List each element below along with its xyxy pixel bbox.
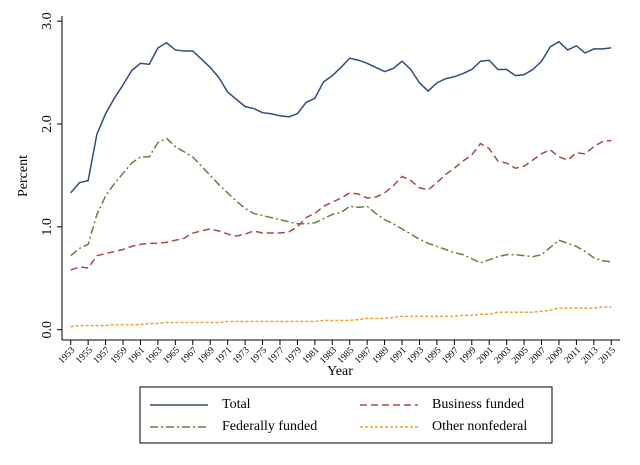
x-tick-label: 1965 (162, 345, 183, 366)
legend-label: Total (222, 397, 251, 412)
x-tick-label: 1977 (266, 345, 287, 366)
series-line (70, 306, 612, 328)
x-tick-label: 1975 (249, 345, 270, 366)
x-tick-label: 1971 (214, 345, 235, 366)
x-tick-label: 1983 (318, 345, 339, 366)
legend-label: Other nonfederal (432, 419, 527, 434)
x-tick-label: 1969 (196, 345, 217, 366)
legend-box (139, 386, 553, 444)
x-tick-label: 1989 (371, 345, 392, 366)
y-tick-label: 3.0 (40, 12, 55, 30)
x-tick-label: 2009 (545, 345, 566, 366)
x-tick-label: 1973 (231, 345, 252, 366)
legend-label: Business funded (432, 397, 524, 412)
x-tick-label: 1955 (74, 345, 95, 366)
x-tick-label: 1995 (423, 345, 444, 366)
series-line (70, 137, 612, 264)
x-tick-label: 1987 (353, 345, 374, 366)
y-tick-label: 1.0 (40, 218, 55, 236)
y-axis-label: Percent (16, 155, 31, 197)
y-tick-label: 2.0 (40, 115, 55, 133)
x-tick-label: 1953 (57, 345, 78, 366)
x-tick-label: 2013 (580, 345, 601, 366)
x-tick-label: 2001 (475, 345, 496, 366)
x-tick-label: 1961 (127, 345, 148, 366)
x-tick-label: 1999 (458, 345, 479, 366)
series-line (70, 139, 612, 271)
x-tick-label: 1957 (92, 345, 113, 366)
x-tick-label: 1981 (301, 345, 322, 366)
x-tick-label: 1985 (336, 345, 357, 366)
x-tick-label: 1959 (109, 345, 130, 366)
x-tick-label: 1993 (406, 345, 427, 366)
y-tick-label: 0.0 (40, 321, 55, 339)
x-tick-label: 2003 (493, 345, 514, 366)
series-line (70, 40, 612, 194)
x-tick-label: 1991 (388, 345, 409, 366)
x-tick-label: 1963 (144, 345, 165, 366)
legend: Total Business funded Federally funded Othe… (139, 386, 553, 444)
legend-label: Federally funded (222, 419, 317, 434)
x-tick-label: 2007 (528, 345, 549, 366)
x-tick-label: 2011 (563, 345, 583, 365)
x-tick-label: 2015 (597, 345, 618, 366)
x-axis-label: Year (327, 364, 353, 379)
x-tick-label: 1979 (284, 345, 305, 366)
x-tick-label: 1997 (441, 345, 462, 366)
x-tick-label: 2005 (510, 345, 531, 366)
x-tick-label: 1967 (179, 345, 200, 366)
